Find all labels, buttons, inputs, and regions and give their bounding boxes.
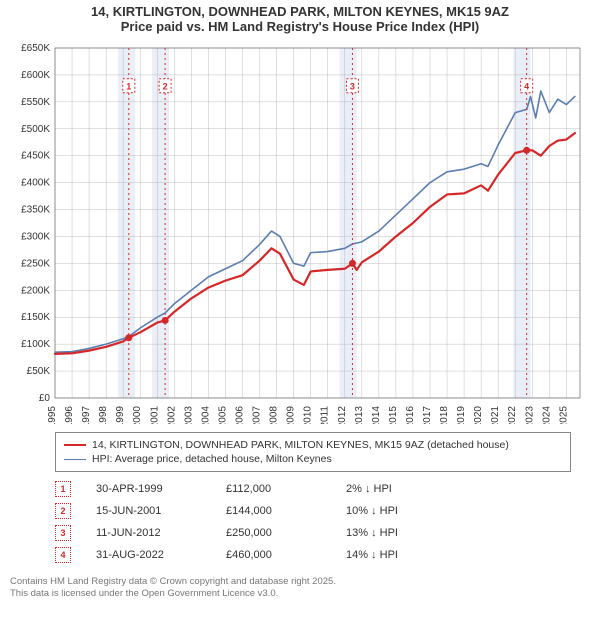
x-tick-label: 2020 [473,406,484,424]
legend-label: 14, KIRTLINGTON, DOWNHEAD PARK, MILTON K… [92,439,509,451]
x-tick-label: 2018 [439,406,450,424]
sale-dot [349,260,356,267]
sales-diff: 13% ↓ HPI [346,527,466,539]
y-tick-label: £100K [21,339,50,350]
sales-row: 4 31-AUG-2022£460,00014% ↓ HPI [55,544,466,566]
x-tick-label: 2023 [524,406,535,424]
y-tick-label: £350K [21,205,50,216]
x-tick-label: 2003 [183,406,194,424]
sales-table: 1 30-APR-1999£112,0002% ↓ HPI 2 15-JUN-2001… [55,478,466,566]
legend-row: 14, KIRTLINGTON, DOWNHEAD PARK, MILTON K… [64,439,562,451]
y-tick-label: £150K [21,312,50,323]
x-tick-label: 2007 [252,406,263,424]
x-tick-label: 1997 [81,406,92,424]
y-tick-label: £0 [39,393,51,404]
x-tick-label: 2025 [558,406,569,424]
x-tick-label: 2022 [507,406,518,424]
x-tick-label: 2024 [541,406,552,424]
y-tick-label: £250K [21,258,50,269]
sales-diff: 2% ↓ HPI [346,483,466,495]
year-band [340,48,357,398]
sales-marker-icon: 2 [55,503,71,519]
x-tick-label: 1999 [115,406,126,424]
y-tick-label: £450K [21,151,50,162]
sale-marker-number: 1 [126,82,131,92]
x-tick-label: 2000 [132,406,143,424]
legend-swatch [64,459,86,460]
sales-diff: 10% ↓ HPI [346,505,466,517]
y-tick-label: £300K [21,231,50,242]
y-tick-label: £400K [21,178,50,189]
x-tick-label: 1996 [64,406,75,424]
title-line-1: 14, KIRTLINGTON, DOWNHEAD PARK, MILTON K… [0,4,600,19]
x-tick-label: 2010 [303,406,314,424]
sale-marker-number: 2 [163,82,168,92]
x-tick-label: 2009 [286,406,297,424]
sale-dot [162,317,169,324]
x-tick-label: 2019 [456,406,467,424]
sales-date: 30-APR-1999 [96,483,226,495]
x-tick-label: 2012 [337,406,348,424]
y-tick-label: £650K [21,44,50,54]
legend-label: HPI: Average price, detached house, Milt… [92,453,332,465]
footnote-line-1: Contains HM Land Registry data © Crown c… [10,576,336,588]
chart: £0 £50K £100K £150K £200K £250K £300K £350K £400… [10,44,590,424]
x-tick-label: 2014 [371,406,382,424]
sales-price: £250,000 [226,527,346,539]
sales-row: 3 11-JUN-2012£250,00013% ↓ HPI [55,522,466,544]
x-tick-label: 2016 [405,406,416,424]
footnote: Contains HM Land Registry data © Crown c… [10,576,336,601]
x-tick-label: 2015 [388,406,399,424]
y-tick-label: £50K [27,366,51,377]
chart-title-block: 14, KIRTLINGTON, DOWNHEAD PARK, MILTON K… [0,0,600,34]
sale-dot [523,147,530,154]
x-tick-label: 2021 [490,406,501,424]
x-tick-label: 2005 [217,406,228,424]
x-tick-label: 1998 [98,406,109,424]
y-tick-label: £500K [21,124,50,135]
legend-row: HPI: Average price, detached house, Milt… [64,453,562,465]
year-band [514,48,531,398]
y-tick-label: £600K [21,70,50,81]
sales-diff: 14% ↓ HPI [346,549,466,561]
x-tick-label: 2017 [422,406,433,424]
year-band [118,48,135,398]
sales-price: £112,000 [226,483,346,495]
x-tick-label: 2006 [235,406,246,424]
x-tick-label: 2002 [166,406,177,424]
title-line-2: Price paid vs. HM Land Registry's House … [0,19,600,34]
x-tick-label: 2001 [149,406,160,424]
sales-marker-icon: 4 [55,547,71,563]
sales-marker-icon: 3 [55,525,71,541]
x-tick-label: 2013 [354,406,365,424]
sales-date: 15-JUN-2001 [96,505,226,517]
legend-swatch [64,444,86,446]
sales-row: 2 15-JUN-2001£144,00010% ↓ HPI [55,500,466,522]
footnote-line-2: This data is licensed under the Open Gov… [10,588,336,600]
sale-marker-number: 4 [524,82,529,92]
x-tick-label: 2004 [200,406,211,424]
year-band [152,48,169,398]
x-tick-label: 2008 [269,406,280,424]
sales-date: 31-AUG-2022 [96,549,226,561]
sales-price: £144,000 [226,505,346,517]
sales-marker-icon: 1 [55,481,71,497]
x-tick-label: 2011 [320,406,331,424]
legend: 14, KIRTLINGTON, DOWNHEAD PARK, MILTON K… [55,432,571,472]
sales-price: £460,000 [226,549,346,561]
sale-marker-number: 3 [350,82,355,92]
y-tick-label: £200K [21,285,50,296]
x-tick-label: 1995 [47,406,58,424]
y-tick-label: £550K [21,97,50,108]
sales-row: 1 30-APR-1999£112,0002% ↓ HPI [55,478,466,500]
sales-date: 11-JUN-2012 [96,527,226,539]
chart-svg: £0 £50K £100K £150K £200K £250K £300K £350K £400… [10,44,590,424]
sale-dot [125,334,132,341]
